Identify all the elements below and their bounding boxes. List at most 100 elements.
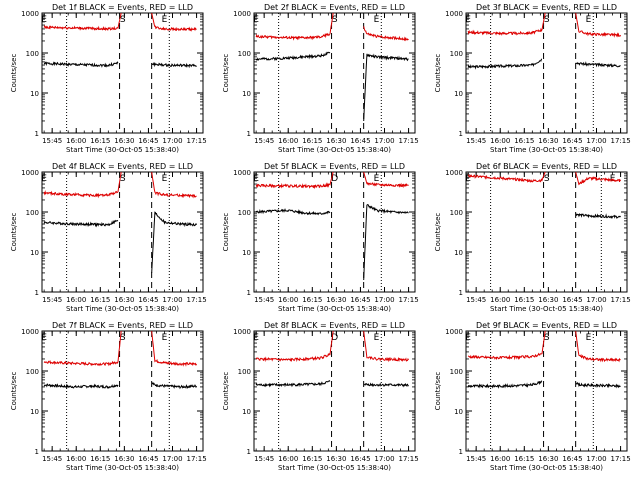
lld-series-line [575, 171, 622, 186]
event-annotation: E [41, 333, 47, 343]
x-tick-label: 16:30 [326, 455, 346, 463]
x-tick-label: 16:00 [490, 296, 510, 304]
x-axis-label: Start Time (30-Oct-05 15:38:40) [66, 464, 179, 472]
events-series-line [467, 58, 542, 70]
y-tick-label: 10 [30, 90, 39, 98]
y-tick-label: 100 [26, 368, 39, 376]
y-tick-label: 1 [35, 289, 39, 297]
lld-series-line [467, 12, 546, 36]
events-series-line [255, 51, 331, 62]
x-tick-label: 17:15 [398, 137, 418, 145]
y-tick-label: 100 [238, 209, 251, 217]
plot-frame [253, 12, 416, 134]
y-tick-label: 1 [247, 289, 251, 297]
x-tick-label: 16:00 [66, 137, 86, 145]
x-tick-label: 16:15 [514, 296, 534, 304]
event-annotation: E [162, 333, 168, 343]
chart-title: Det 1f BLACK = Events, RED = LLD [52, 3, 193, 12]
chart-title: Det 7f BLACK = Events, RED = LLD [52, 321, 193, 330]
x-axis-label: Start Time (30-Oct-05 15:38:40) [278, 305, 391, 313]
x-tick-label: 16:15 [514, 137, 534, 145]
event-annotation: E [465, 333, 471, 343]
x-tick-label: 16:30 [114, 296, 134, 304]
lld-series-line [363, 171, 409, 189]
y-axis-label: Counts/sec [434, 54, 442, 93]
y-tick-label: 1 [247, 448, 251, 456]
y-tick-label: 1 [247, 130, 251, 138]
y-tick-label: 10 [242, 408, 251, 416]
y-tick-label: 1 [35, 130, 39, 138]
lld-series-line [467, 171, 546, 183]
x-tick-label: 16:30 [538, 137, 558, 145]
event-annotation: E [610, 174, 616, 184]
y-axis-label: Counts/sec [434, 213, 442, 252]
x-tick-label: 17:15 [610, 137, 630, 145]
lld-series-line [43, 12, 122, 32]
x-tick-label: 15:45 [466, 455, 486, 463]
event-annotation: S [120, 333, 126, 343]
x-tick-label: 17:00 [586, 296, 606, 304]
lld-series-line [255, 330, 334, 363]
x-tick-label: 16:30 [538, 296, 558, 304]
y-axis-label: Counts/sec [434, 372, 442, 411]
events-series-line [575, 381, 621, 389]
chart-title: Det 8f BLACK = Events, RED = LLD [264, 321, 405, 330]
event-annotation: D [331, 333, 338, 343]
y-tick-label: 100 [450, 209, 463, 217]
y-tick-label: 1000 [21, 10, 39, 18]
event-annotation: S [120, 174, 126, 184]
x-tick-label: 16:00 [66, 455, 86, 463]
x-tick-label: 17:00 [374, 455, 394, 463]
y-tick-label: 1000 [445, 169, 463, 177]
y-tick-label: 1 [459, 448, 463, 456]
chart-panel: Det 4f BLACK = Events, RED = LLD 1 10 100 10… [10, 162, 207, 313]
event-annotation: E [465, 15, 471, 25]
x-tick-label: 16:00 [66, 296, 86, 304]
x-tick-label: 17:15 [398, 455, 418, 463]
lld-series-line [575, 12, 622, 38]
chart-title: Det 4f BLACK = Events, RED = LLD [52, 162, 193, 171]
x-tick-label: 16:45 [350, 296, 370, 304]
chart-panel: Det 5f BLACK = Events, RED = LLD 1 10 100 10… [222, 162, 419, 313]
plot-frame [465, 330, 628, 452]
event-annotation: E [586, 15, 592, 25]
x-tick-label: 16:45 [138, 137, 158, 145]
x-tick-label: 16:15 [302, 137, 322, 145]
chart-title: Det 5f BLACK = Events, RED = LLD [264, 162, 405, 171]
y-axis-label: Counts/sec [222, 372, 230, 411]
y-axis-label: Counts/sec [10, 54, 18, 93]
y-tick-label: 10 [454, 249, 463, 257]
chart-title: Det 9f BLACK = Events, RED = LLD [476, 321, 617, 330]
lld-series-line [151, 171, 197, 199]
y-tick-label: 1000 [233, 10, 251, 18]
events-series-line [363, 382, 409, 388]
x-tick-label: 16:15 [90, 455, 110, 463]
x-axis-label: Start Time (30-Oct-05 15:38:40) [278, 146, 391, 154]
x-tick-label: 17:00 [162, 137, 182, 145]
lld-series-line [151, 12, 197, 32]
lld-series-line [255, 12, 334, 41]
events-series-line [151, 211, 198, 273]
chart-panel: Det 9f BLACK = Events, RED = LLD 1 10 100 10… [434, 321, 631, 472]
x-tick-label: 16:00 [490, 455, 510, 463]
events-series-line [575, 212, 621, 220]
event-annotation: E [41, 174, 47, 184]
y-tick-label: 1000 [21, 328, 39, 336]
x-tick-label: 16:30 [326, 137, 346, 145]
x-tick-label: 16:45 [562, 296, 582, 304]
lld-series-line [363, 26, 409, 42]
lld-series-line [467, 330, 546, 361]
lld-series-line [43, 330, 122, 367]
x-tick-label: 16:30 [326, 296, 346, 304]
x-tick-label: 17:15 [610, 455, 630, 463]
chart-panel: Det 8f BLACK = Events, RED = LLD 1 10 100 10… [222, 321, 419, 472]
x-axis-label: Start Time (30-Oct-05 15:38:40) [278, 464, 391, 472]
x-axis-label: Start Time (30-Oct-05 15:38:40) [66, 305, 179, 313]
event-annotation: E [374, 15, 380, 25]
event-annotation: S [120, 15, 126, 25]
x-tick-label: 17:00 [374, 296, 394, 304]
lld-series-line [255, 171, 334, 190]
x-tick-label: 17:00 [586, 137, 606, 145]
event-annotation: E [253, 15, 259, 25]
